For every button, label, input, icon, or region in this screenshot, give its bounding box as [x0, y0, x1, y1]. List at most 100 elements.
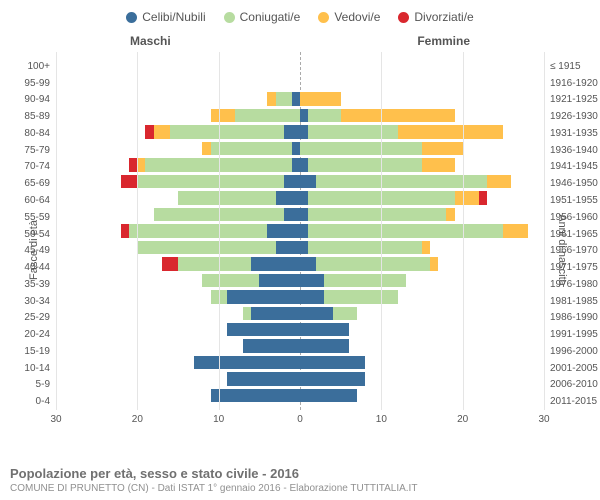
- bar-segment: [487, 175, 511, 189]
- male-bar: [56, 142, 300, 156]
- female-bar: [300, 142, 544, 156]
- female-bar: [300, 372, 544, 386]
- bar-segment: [211, 389, 300, 403]
- grid-line: [219, 52, 220, 410]
- bar-row: [56, 322, 544, 338]
- y-tick-age: 25-29: [0, 309, 54, 326]
- bar-segment: [227, 290, 300, 304]
- female-bar: [300, 191, 544, 205]
- bar-segment: [316, 257, 430, 271]
- legend-swatch: [224, 12, 235, 23]
- bar-segment: [121, 175, 137, 189]
- y-tick-age: 75-79: [0, 142, 54, 159]
- bar-segment: [267, 92, 275, 106]
- y-tick-birth: 2011-2015: [550, 393, 600, 410]
- bar-row: [56, 140, 544, 156]
- bar-segment: [292, 142, 300, 156]
- bar-segment: [300, 175, 316, 189]
- female-bar: [300, 307, 544, 321]
- bar-segment: [324, 290, 397, 304]
- y-tick-birth: 1981-1985: [550, 293, 600, 310]
- bar-segment: [227, 323, 300, 337]
- bar-segment: [170, 125, 284, 139]
- bar-segment: [300, 125, 308, 139]
- y-tick-age: 90-94: [0, 92, 54, 109]
- female-bar: [300, 356, 544, 370]
- y-tick-age: 35-39: [0, 276, 54, 293]
- bar-segment: [227, 372, 300, 386]
- female-bar: [300, 175, 544, 189]
- legend-item: Coniugati/e: [224, 10, 301, 24]
- legend-label: Vedovi/e: [334, 10, 380, 24]
- label-female: Femmine: [417, 34, 470, 48]
- female-bar: [300, 109, 544, 123]
- bar-segment: [324, 274, 405, 288]
- y-tick-age: 85-89: [0, 108, 54, 125]
- bar-segment: [276, 241, 300, 255]
- y-tick-birth: 1951-1955: [550, 192, 600, 209]
- bar-segment: [300, 224, 308, 238]
- y-tick-age: 5-9: [0, 377, 54, 394]
- bar-segment: [276, 191, 300, 205]
- chart-title: Popolazione per età, sesso e stato civil…: [10, 466, 590, 481]
- bar-segment: [479, 191, 487, 205]
- bar-segment: [308, 125, 397, 139]
- male-bar: [56, 241, 300, 255]
- bar-segment: [422, 142, 463, 156]
- y-tick-birth: 1921-1925: [550, 92, 600, 109]
- chart-subtitle: COMUNE DI PRUNETTO (CN) - Dati ISTAT 1° …: [10, 483, 590, 494]
- bar-row: [56, 58, 544, 74]
- y-tick-age: 55-59: [0, 209, 54, 226]
- female-bar: [300, 339, 544, 353]
- x-tick: 20: [132, 414, 143, 425]
- bar-row: [56, 338, 544, 354]
- female-bar: [300, 389, 544, 403]
- bar-segment: [308, 224, 503, 238]
- legend-label: Coniugati/e: [240, 10, 301, 24]
- chart-area: 3020100102030: [56, 52, 544, 432]
- bar-row: [56, 256, 544, 272]
- y-tick-birth: ≤ 1915: [550, 58, 600, 75]
- female-bar: [300, 224, 544, 238]
- female-bar: [300, 323, 544, 337]
- bar-segment: [341, 109, 455, 123]
- bar-segment: [284, 208, 300, 222]
- x-tick: 10: [213, 414, 224, 425]
- bar-segment: [251, 307, 300, 321]
- bar-segment: [308, 158, 422, 172]
- male-bar: [56, 175, 300, 189]
- bar-row: [56, 157, 544, 173]
- y-tick-birth: 1946-1950: [550, 175, 600, 192]
- bar-segment: [300, 307, 333, 321]
- y-tick-birth: 1986-1990: [550, 309, 600, 326]
- bar-segment: [422, 241, 430, 255]
- female-bar: [300, 92, 544, 106]
- bar-row: [56, 74, 544, 90]
- grid-line: [463, 52, 464, 410]
- male-bar: [56, 323, 300, 337]
- bar-segment: [259, 274, 300, 288]
- y-tick-birth: 2001-2005: [550, 360, 600, 377]
- bar-rows: [56, 58, 544, 404]
- legend-swatch: [398, 12, 409, 23]
- bar-row: [56, 354, 544, 370]
- y-tick-age: 70-74: [0, 159, 54, 176]
- male-bar: [56, 92, 300, 106]
- bar-segment: [137, 241, 275, 255]
- bar-segment: [292, 158, 300, 172]
- legend-label: Divorziati/e: [414, 10, 473, 24]
- male-bar: [56, 158, 300, 172]
- bar-segment: [211, 142, 292, 156]
- male-bar: [56, 208, 300, 222]
- bar-segment: [202, 274, 259, 288]
- female-bar: [300, 241, 544, 255]
- bar-row: [56, 387, 544, 403]
- label-male: Maschi: [130, 34, 171, 48]
- x-axis-labels: 3020100102030: [56, 414, 544, 432]
- female-bar: [300, 76, 544, 90]
- y-tick-age: 0-4: [0, 393, 54, 410]
- bar-segment: [235, 109, 300, 123]
- x-tick: 30: [538, 414, 549, 425]
- y-tick-birth: 1971-1975: [550, 259, 600, 276]
- grid-line: [56, 52, 57, 410]
